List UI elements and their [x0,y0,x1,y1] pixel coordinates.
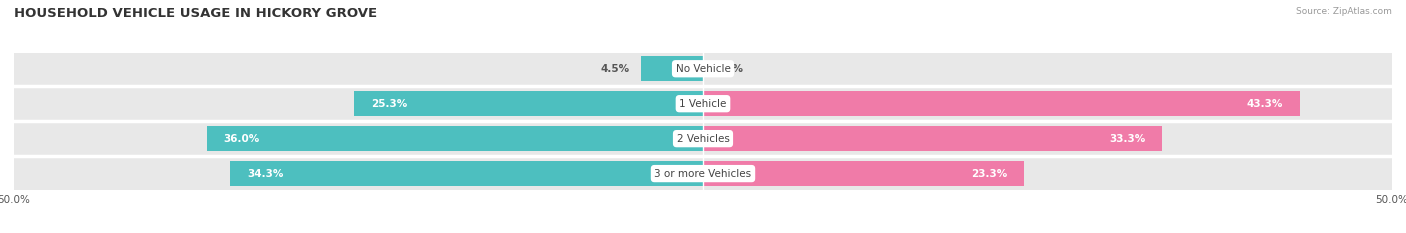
Text: 23.3%: 23.3% [972,169,1008,178]
Text: 3 or more Vehicles: 3 or more Vehicles [654,169,752,178]
Text: 43.3%: 43.3% [1247,99,1284,109]
Text: 25.3%: 25.3% [371,99,408,109]
Text: 33.3%: 33.3% [1109,134,1146,144]
Text: 0.0%: 0.0% [714,64,742,74]
Bar [14,158,1392,190]
Text: 1 Vehicle: 1 Vehicle [679,99,727,109]
Text: Source: ZipAtlas.com: Source: ZipAtlas.com [1296,7,1392,16]
Text: 2 Vehicles: 2 Vehicles [676,134,730,144]
Bar [354,91,703,116]
Bar [14,88,1392,120]
Text: 36.0%: 36.0% [224,134,260,144]
Text: HOUSEHOLD VEHICLE USAGE IN HICKORY GROVE: HOUSEHOLD VEHICLE USAGE IN HICKORY GROVE [14,7,377,20]
Bar [641,56,703,81]
Bar [207,126,703,151]
Text: 4.5%: 4.5% [600,64,630,74]
Bar [14,123,1392,155]
Bar [703,126,1161,151]
Bar [231,161,703,186]
Text: No Vehicle: No Vehicle [675,64,731,74]
Bar [703,91,1299,116]
Bar [14,53,1392,85]
Bar [703,161,1024,186]
Text: 34.3%: 34.3% [247,169,283,178]
